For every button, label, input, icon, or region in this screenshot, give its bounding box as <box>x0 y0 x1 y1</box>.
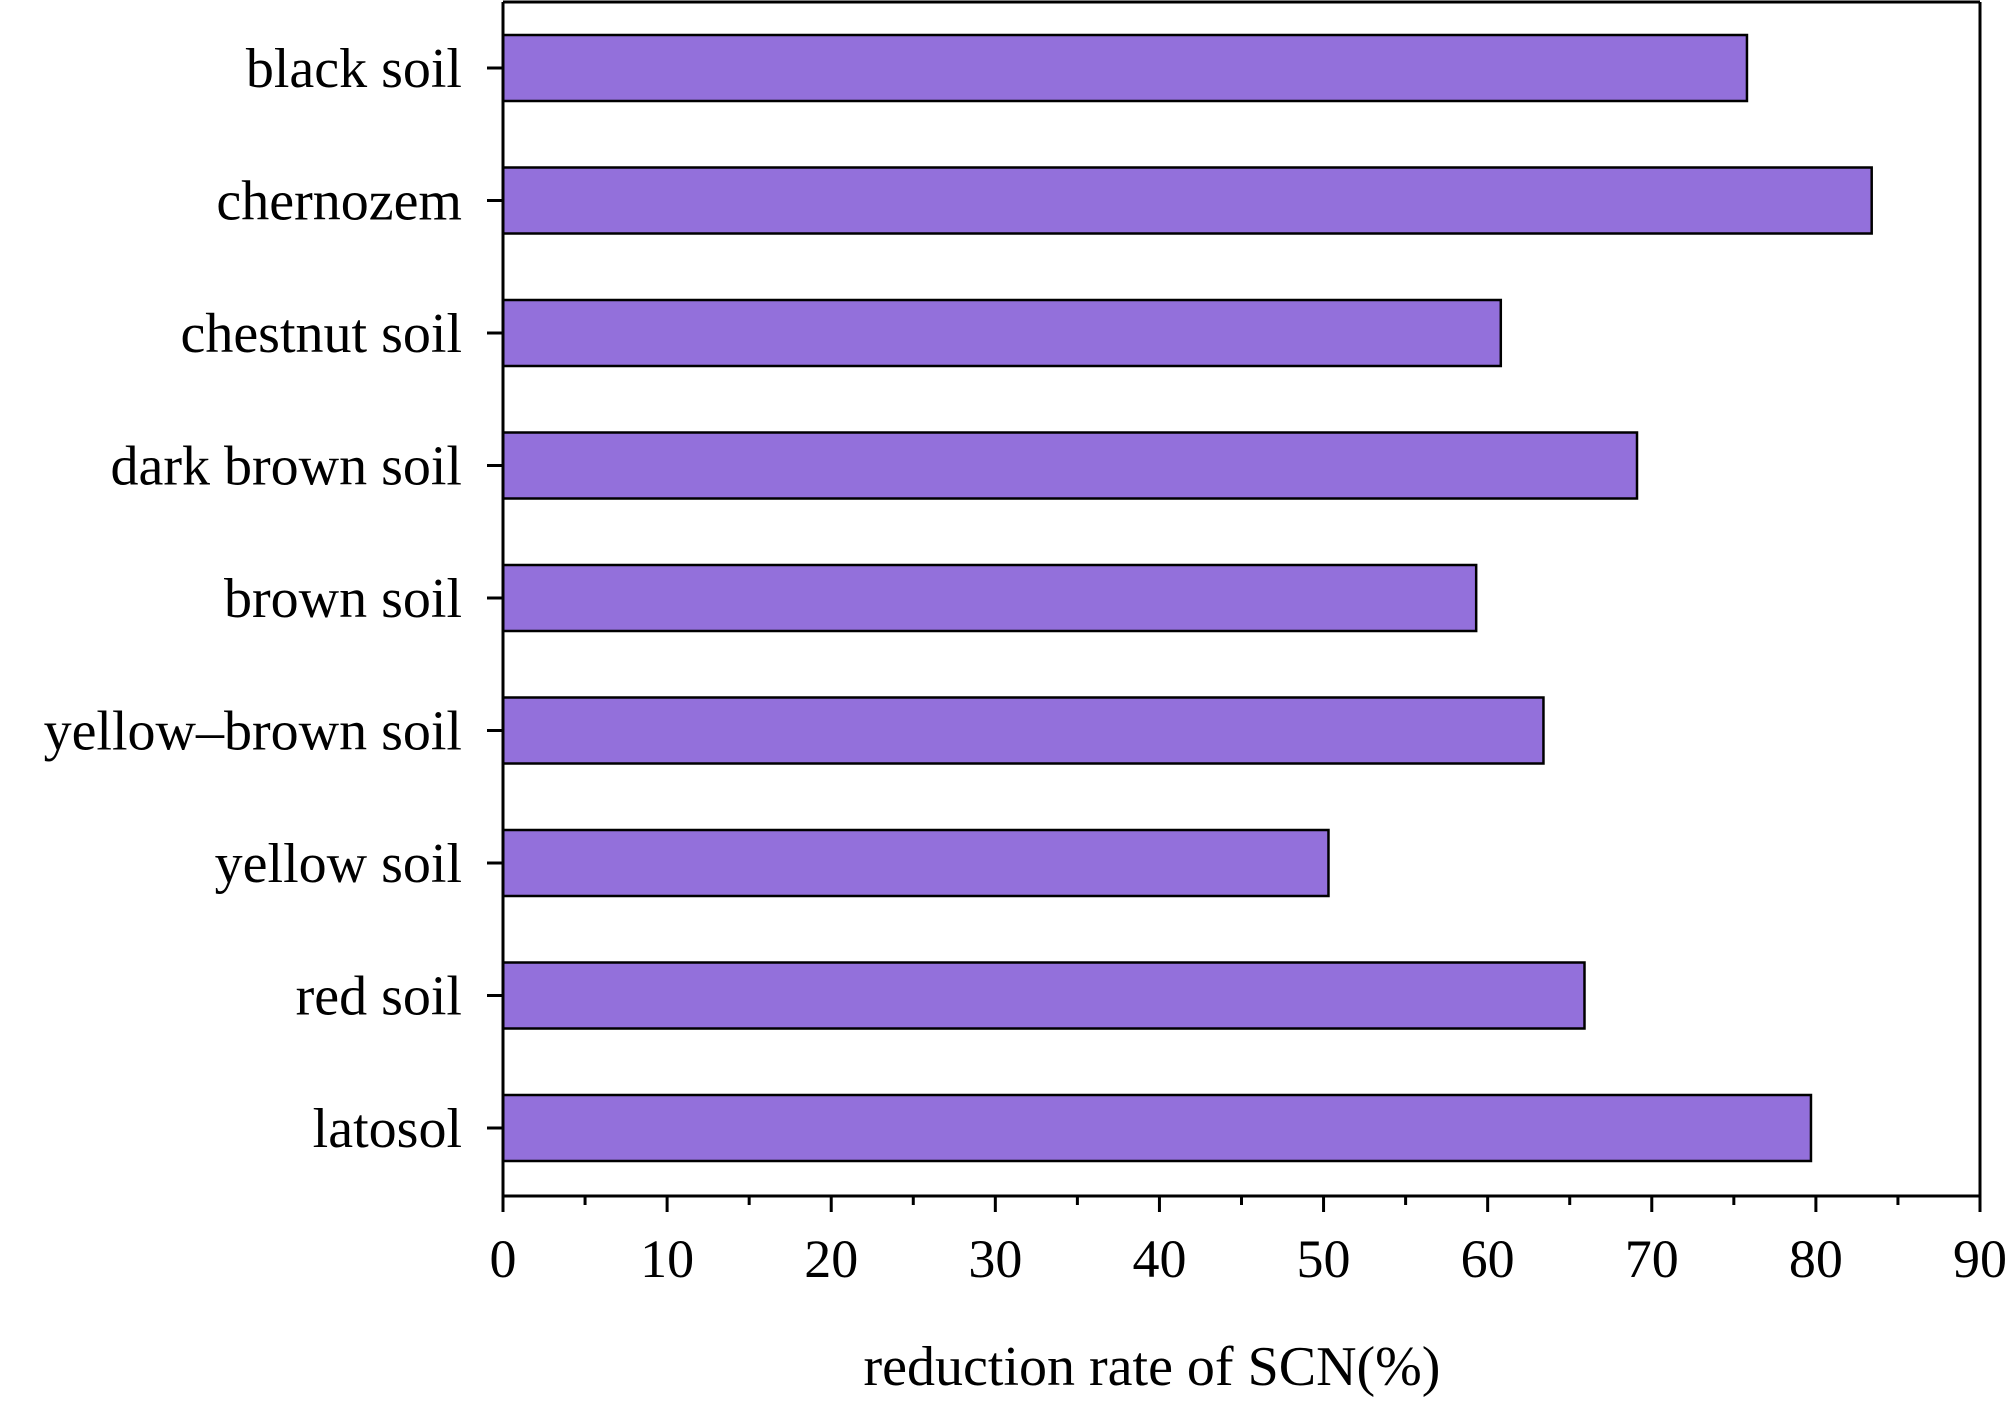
bars-layer <box>501 33 1873 1163</box>
x-tick-label-20: 20 <box>804 1229 858 1289</box>
x-tick-label-90: 90 <box>1953 1229 2007 1289</box>
bar-black-soil <box>501 33 1749 103</box>
x-tick-label-30: 30 <box>968 1229 1022 1289</box>
x-tick-label-10: 10 <box>640 1229 694 1289</box>
bar-yellow-soil <box>501 828 1330 898</box>
x-tick-label-40: 40 <box>1132 1229 1186 1289</box>
y-category-label-chernozem: chernozem <box>216 171 462 233</box>
y-axis: black soil chernozem chestnut soil dark bro… <box>44 38 503 1160</box>
x-tick-label-80: 80 <box>1789 1229 1843 1289</box>
bar-latosol <box>501 1093 1813 1163</box>
bar-yellow-brown-soil <box>501 696 1545 765</box>
x-tick-label-70: 70 <box>1625 1229 1679 1289</box>
bar-chernozem <box>501 166 1873 235</box>
bar-dark-brown-soil <box>501 431 1639 500</box>
y-category-label-yellow-soil: yellow soil <box>215 833 462 895</box>
y-category-label-latosol: latosol <box>313 1098 462 1160</box>
y-category-label-brown-soil: brown soil <box>224 568 462 630</box>
y-category-label-red-soil: red soil <box>296 966 462 1028</box>
bar-red-soil <box>501 961 1586 1030</box>
y-category-label-chestnut-soil: chestnut soil <box>180 303 462 365</box>
bar-brown-soil <box>501 563 1478 633</box>
y-category-label-dark-brown-soil: dark brown soil <box>110 436 462 498</box>
x-tick-label-0: 0 <box>490 1229 517 1289</box>
x-tick-label-60: 60 <box>1461 1229 1515 1289</box>
x-axis: 0 10 20 30 40 50 60 70 80 90 <box>490 1196 2007 1289</box>
y-category-label-black-soil: black soil <box>246 38 462 100</box>
x-axis-title: reduction rate of SCN(%) <box>864 1336 1441 1398</box>
x-tick-label-50: 50 <box>1297 1229 1351 1289</box>
y-category-label-yellow-brown-soil: yellow–brown soil <box>44 701 462 763</box>
bar-chestnut-soil <box>501 298 1503 368</box>
